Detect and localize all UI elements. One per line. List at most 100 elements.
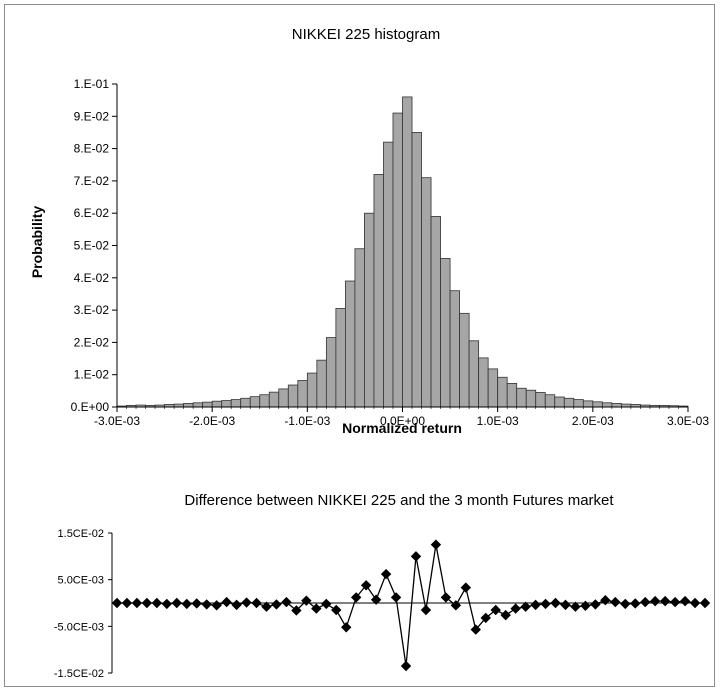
difference-point-marker xyxy=(679,595,691,607)
histogram-bar xyxy=(287,384,299,408)
histogram-bar xyxy=(297,380,308,408)
difference-point-marker xyxy=(550,597,561,609)
difference-point-marker xyxy=(161,598,173,610)
difference-point-marker xyxy=(291,605,302,616)
histogram-x-tick-label: 0.0E+00 xyxy=(380,414,425,428)
histogram-bar xyxy=(611,403,622,408)
histogram-y-tick-label: 4.E-02 xyxy=(74,271,110,285)
difference-point-marker xyxy=(620,598,631,610)
difference-y-tick-label: -1.5CE-02 xyxy=(54,668,104,680)
difference-point-marker xyxy=(301,595,312,606)
histogram-bar xyxy=(449,290,460,408)
difference-point-marker xyxy=(201,599,212,610)
difference-chart-axes: 1.5CE-02 5.0CE-03 -5.0CE-03 -1.5CE-02 xyxy=(54,528,706,680)
difference-point-marker xyxy=(311,603,322,614)
histogram-bar xyxy=(459,312,470,408)
difference-series xyxy=(111,539,711,672)
difference-point-marker xyxy=(331,604,342,616)
difference-point-marker xyxy=(590,599,601,610)
histogram-bar xyxy=(354,248,365,408)
difference-point-marker xyxy=(649,595,661,607)
histogram-bar xyxy=(249,396,261,408)
histogram-y-tick-label: 0.E+00 xyxy=(71,400,110,414)
difference-point-marker xyxy=(560,599,571,611)
histogram-bar xyxy=(402,96,413,408)
difference-point-marker xyxy=(231,599,242,611)
difference-point-marker xyxy=(669,596,681,608)
histogram-bar xyxy=(487,368,499,408)
difference-point-marker xyxy=(251,597,262,609)
histogram-bar xyxy=(516,387,527,408)
histogram-bar xyxy=(544,394,556,408)
difference-point-marker xyxy=(211,600,222,611)
difference-point-marker xyxy=(400,660,412,672)
difference-point-marker xyxy=(540,598,551,610)
difference-point-marker xyxy=(191,598,202,609)
difference-point-marker xyxy=(450,600,462,611)
histogram-bar xyxy=(325,337,337,408)
difference-point-marker xyxy=(151,597,163,609)
histogram-bar xyxy=(430,216,441,408)
histogram-bar xyxy=(230,399,242,408)
histogram-bar xyxy=(306,372,318,408)
histogram-bar xyxy=(601,402,613,408)
difference-point-marker xyxy=(341,622,352,633)
difference-point-marker xyxy=(360,580,372,591)
histogram-y-tick-label: 8.E-02 xyxy=(74,142,110,156)
histogram-bar xyxy=(344,280,356,408)
difference-point-marker xyxy=(630,598,641,609)
difference-point-marker xyxy=(530,599,541,611)
difference-point-marker xyxy=(141,597,153,609)
difference-point-marker xyxy=(221,596,232,608)
difference-y-tick-label: 1.5CE-02 xyxy=(58,528,104,540)
histogram-bar xyxy=(497,376,508,408)
histogram-y-tick-label: 2.E-02 xyxy=(74,335,110,349)
difference-y-tick-label: -5.0CE-03 xyxy=(54,621,104,633)
difference-point-marker xyxy=(440,592,452,603)
histogram-bar xyxy=(411,132,422,408)
histogram-bar xyxy=(259,394,270,408)
histogram-bar xyxy=(563,397,575,408)
histogram-bar xyxy=(478,357,489,408)
difference-point-marker xyxy=(321,598,332,610)
histogram-bar xyxy=(268,391,280,408)
histogram-x-tick-label: 2.0E-03 xyxy=(572,414,614,428)
histogram-x-tick-label: -1.0E-03 xyxy=(284,414,330,428)
histogram-x-tick-label: -3.0E-03 xyxy=(94,414,140,428)
histogram-bar xyxy=(383,141,394,408)
histogram-bar xyxy=(278,388,289,408)
histogram-bar xyxy=(468,340,480,408)
histogram-bar xyxy=(592,401,603,408)
difference-point-marker xyxy=(380,568,392,580)
difference-point-marker xyxy=(131,597,143,609)
difference-point-marker xyxy=(121,597,133,609)
histogram-bar xyxy=(525,389,537,408)
difference-point-marker xyxy=(480,612,491,624)
difference-point-marker xyxy=(171,597,182,609)
histogram-y-tick-label: 5.E-02 xyxy=(74,239,110,253)
histogram-axes: 0.E+00 1.E-02 2.E-02 3.E-02 4.E-02 5.E-02 6.E-… xyxy=(71,77,710,428)
difference-point-marker xyxy=(470,624,481,635)
difference-point-marker xyxy=(689,597,701,609)
difference-point-marker xyxy=(111,597,123,609)
histogram-title: NIKKEI 225 histogram xyxy=(292,26,440,43)
histogram-bar xyxy=(421,177,432,408)
difference-point-marker xyxy=(610,596,621,608)
difference-point-marker xyxy=(490,604,501,616)
histogram-y-tick-label: 7.E-02 xyxy=(74,174,110,188)
histogram-bar xyxy=(211,400,223,408)
difference-point-marker xyxy=(281,596,292,608)
difference-point-marker xyxy=(271,599,282,610)
difference-chart-title: Difference between NIKKEI 225 and the 3 … xyxy=(184,492,614,509)
histogram-bar xyxy=(440,258,451,408)
histogram-x-axis-label: Normalized return xyxy=(342,420,462,436)
histogram-bar xyxy=(240,397,251,408)
difference-point-marker xyxy=(410,551,422,562)
difference-point-marker xyxy=(430,539,442,550)
histogram-bar xyxy=(506,383,518,408)
histogram-y-tick-label: 9.E-02 xyxy=(74,109,110,123)
histogram-bar xyxy=(335,308,346,408)
difference-point-marker xyxy=(600,595,611,606)
difference-point-marker xyxy=(420,604,432,616)
